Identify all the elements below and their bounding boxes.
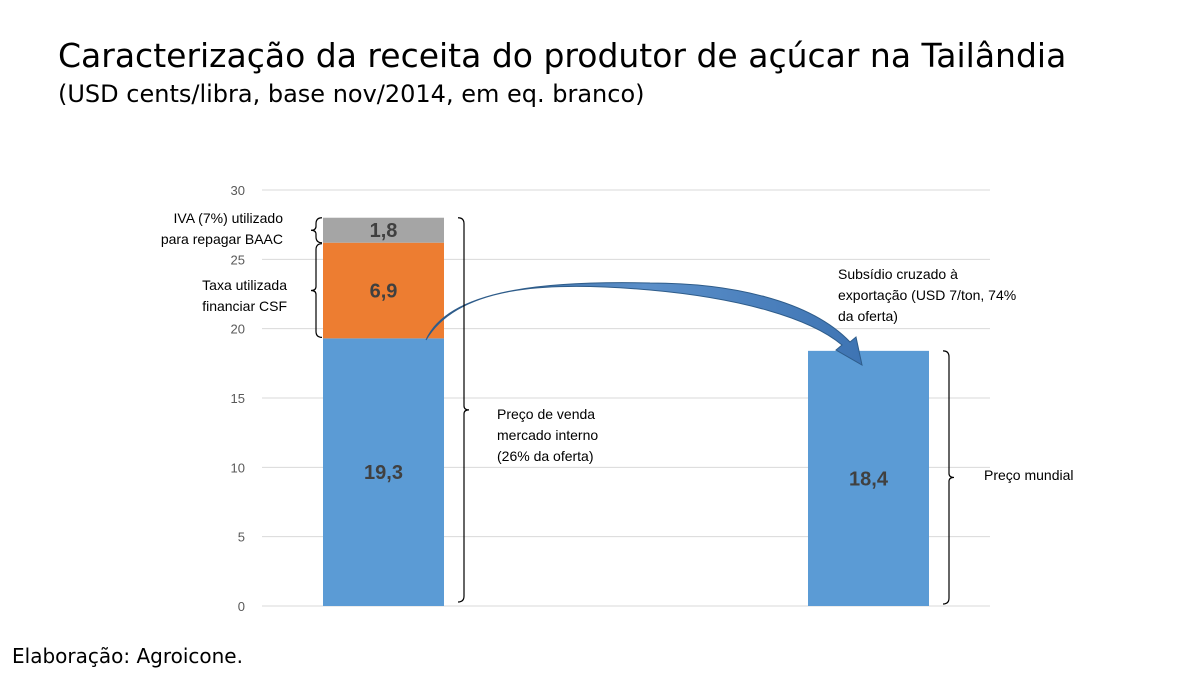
bar-data-label: 6,9 [370, 281, 398, 303]
annotation-subsidio: Subsídio cruzado à [838, 266, 958, 282]
annotation-iva: IVA (7%) utilizado [174, 210, 284, 226]
bar-segment [323, 242, 444, 339]
bar-data-label: 19,3 [364, 462, 403, 484]
brace-preco-mundial [942, 350, 955, 605]
chart-subtitle: (USD cents/libra, base nov/2014, em eq. … [58, 80, 645, 108]
brace-taxa [310, 243, 323, 338]
annotation-preco-venda: (26% da oferta) [497, 448, 594, 464]
annotation-subsidio: da oferta) [838, 308, 898, 324]
bar-segment [323, 217, 444, 243]
chart-title: Caracterização da receita do produtor de… [58, 36, 1067, 75]
annotation-subsidio: exportação (USD 7/ton, 74% [838, 287, 1016, 303]
annotation-iva: para repagar BAAC [161, 231, 283, 247]
bar-segment [323, 338, 444, 606]
y-tick-label: 0 [238, 599, 245, 614]
y-axis: 0 5 10 15 20 25 30 [231, 183, 245, 614]
annotation-taxa: Taxa utilizada [202, 277, 287, 293]
y-tick-label: 10 [231, 460, 245, 475]
brace-iva [310, 217, 323, 244]
bar-data-label: 1,8 [370, 220, 398, 242]
bar-data-label: 18,4 [849, 468, 889, 490]
credit-note: Elaboração: Agroicone. [12, 644, 243, 668]
bar-segment [808, 350, 929, 606]
annotation-preco-venda: mercado interno [497, 427, 598, 443]
y-tick-label: 30 [231, 183, 245, 198]
y-tick-label: 5 [238, 530, 245, 545]
y-tick-label: 15 [231, 391, 245, 406]
annotation-preco-venda: Preço de venda [497, 406, 595, 422]
cross-subsidy-arrow [425, 282, 863, 366]
braces [310, 217, 955, 605]
y-tick-label: 20 [231, 322, 245, 337]
annotation-preco-mundial: Preço mundial [984, 467, 1074, 483]
curved-arrow-icon [425, 282, 863, 366]
bars: 19,3 6,9 1,8 18,4 [323, 217, 929, 606]
annotations: IVA (7%) utilizado para repagar BAAC Taxa … [161, 210, 1074, 483]
brace-preco-venda [457, 217, 470, 603]
y-tick-label: 25 [231, 252, 245, 267]
annotation-taxa: financiar CSF [202, 298, 287, 314]
